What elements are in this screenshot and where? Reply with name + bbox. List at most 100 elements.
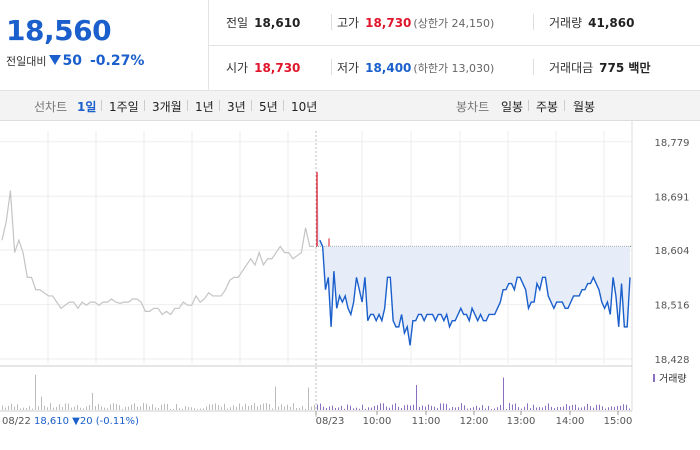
volume-bar — [524, 406, 525, 410]
volume-bar — [368, 407, 369, 410]
volume-bar — [410, 405, 411, 410]
volume-bar — [608, 407, 609, 410]
divider — [251, 100, 252, 111]
tab-3month[interactable]: 3개월 — [152, 100, 182, 114]
volume-bar — [218, 405, 219, 410]
y-tick-label: 18,428 — [655, 355, 690, 366]
volume-bar — [416, 384, 417, 410]
volume-bar — [629, 408, 630, 410]
y-tick-label: 18,516 — [655, 301, 690, 312]
volume-bar — [206, 406, 207, 410]
volume-bar — [284, 406, 285, 410]
volume-bar — [344, 408, 345, 410]
volume-bar — [239, 403, 240, 410]
volume-bar — [227, 408, 228, 410]
volume-bar — [323, 406, 324, 410]
volume-bar — [407, 404, 408, 410]
tab-weekly-candle[interactable]: 주봉 — [536, 100, 559, 114]
volume-bar — [134, 403, 135, 410]
volume-bar — [71, 407, 72, 410]
volume-bar — [119, 405, 120, 410]
x-tick-label: 10:00 — [363, 416, 392, 427]
y-tick-label: 18,604 — [655, 246, 690, 257]
volume-bar — [587, 403, 588, 410]
divider — [331, 59, 332, 75]
volume-bar — [518, 407, 519, 410]
y-axis-labels: 18,779 18,691 18,604 18,516 18,428 — [655, 138, 690, 366]
volume-bar — [197, 408, 198, 410]
volume-bar — [320, 403, 321, 410]
price-lines — [1, 172, 631, 346]
volume-bar — [47, 407, 48, 410]
volume-bar — [92, 392, 93, 410]
stat-volume: 거래량 41,860 — [549, 16, 635, 30]
volume-bar — [95, 406, 96, 410]
volume-bar — [476, 405, 477, 410]
volume-bar — [347, 404, 348, 410]
volume-bar — [620, 405, 621, 410]
y-tick-label: 18,779 — [655, 138, 690, 149]
volume-bar — [233, 405, 234, 410]
volume-bar — [65, 403, 66, 410]
tab-1year[interactable]: 1년 — [195, 100, 214, 114]
volume-bar — [464, 405, 465, 410]
volume-bar — [272, 408, 273, 410]
volume-bar — [263, 403, 264, 410]
volume-panel — [2, 374, 630, 410]
volume-bar — [299, 407, 300, 410]
volume-bar — [317, 404, 318, 410]
tab-10year[interactable]: 10년 — [291, 100, 318, 114]
volume-bar — [581, 407, 582, 410]
volume-bar — [164, 403, 165, 410]
volume-bar — [212, 404, 213, 410]
volume-bar — [275, 386, 276, 410]
line-chart-label: 선차트 — [34, 100, 68, 114]
candle-chart-label: 봉차트 — [456, 100, 490, 114]
volume-bar — [599, 404, 600, 410]
prev-day-series — [1, 190, 314, 316]
volume-legend: 거래량 — [659, 373, 687, 385]
volume-bar — [281, 404, 282, 410]
volume-bar — [44, 405, 45, 410]
volume-bar — [422, 405, 423, 410]
divider — [283, 100, 284, 111]
volume-bar — [53, 407, 54, 410]
volume-bar — [83, 408, 84, 410]
volume-bar — [446, 403, 447, 410]
volume-bar — [131, 404, 132, 410]
tab-1week[interactable]: 1주일 — [109, 100, 139, 114]
tab-1day[interactable]: 1일 — [77, 100, 97, 114]
volume-bar — [86, 406, 87, 410]
stat-prev-close: 전일 18,610 — [226, 16, 301, 30]
volume-bar — [470, 408, 471, 410]
volume-bar — [614, 407, 615, 410]
volume-bar — [500, 404, 501, 410]
volume-bar — [74, 406, 75, 410]
volume-bar — [329, 406, 330, 410]
prev-day-summary: 18,610 ▼20 (-0.11%) — [34, 416, 139, 427]
tab-monthly-candle[interactable]: 월봉 — [573, 100, 596, 114]
grid — [0, 121, 633, 418]
tab-daily-candle[interactable]: 일봉 — [501, 100, 524, 114]
volume-bar — [557, 407, 558, 410]
volume-bar — [389, 407, 390, 410]
current-price: 18,560 — [6, 14, 112, 47]
tab-3year[interactable]: 3년 — [227, 100, 246, 114]
volume-bar — [440, 403, 441, 410]
divider — [533, 59, 534, 75]
change-percent: -0.27% — [89, 53, 145, 69]
x-tick-label: 13:00 — [507, 416, 536, 427]
divider — [331, 14, 332, 30]
volume-bar — [485, 408, 486, 410]
volume-bar — [20, 408, 21, 410]
tab-5year[interactable]: 5년 — [259, 100, 278, 114]
volume-bar — [554, 408, 555, 410]
volume-bar — [200, 408, 201, 410]
volume-bar — [617, 406, 618, 410]
volume-bar — [257, 406, 258, 410]
divider — [533, 14, 534, 30]
today-fill — [317, 172, 630, 346]
divider — [564, 100, 565, 111]
volume-bar — [302, 405, 303, 410]
volume-bar — [125, 406, 126, 410]
